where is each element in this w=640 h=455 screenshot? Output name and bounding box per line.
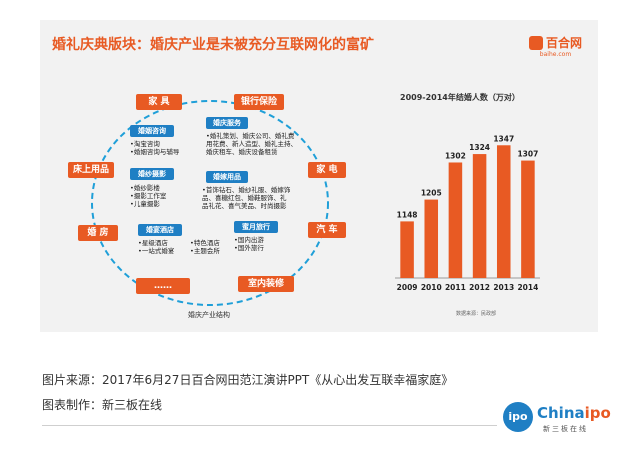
divider-line [42, 425, 497, 426]
chinaipo-logo-icon: ipo [503, 402, 533, 432]
wedding-photography-text: •婚纱影楼 •摄影工作室 •儿童摄影 [130, 184, 167, 208]
diagram-caption: 婚庆产业结构 [188, 311, 230, 319]
node-furniture: 家 具 [136, 94, 182, 110]
data-label-2012: 1324 [469, 143, 490, 152]
bar-2013 [496, 145, 511, 278]
node-ellipsis: …… [136, 278, 190, 294]
diagram-ring [91, 100, 329, 306]
marriage-consulting-text: •淘宝咨询 •婚姻咨询与辅导 [130, 140, 180, 156]
node-bank-insurance: 银行保险 [234, 94, 284, 110]
wedding-banquet-hotel-text: •星级酒店 •一站式婚宴 [138, 239, 175, 255]
chart-title: 2009-2014年结婚人数（万对） [400, 93, 520, 102]
chart-maker-caption: 图表制作：新三板在线 [42, 398, 163, 412]
chinaipo-logo: ipo Chinaipo 新三板在线 [503, 398, 613, 438]
sub-honeymoon-travel: 蜜月旅行 [234, 221, 278, 233]
chart-source-note: 数据来源：民政部 [456, 311, 497, 317]
node-car: 汽 车 [308, 222, 346, 238]
x-tick-2010: 2010 [421, 283, 442, 292]
sub-wedding-photography: 婚纱摄影 [130, 168, 174, 180]
bar-2011 [448, 162, 463, 278]
wedding-supplies-text: •首饰钻石、婚纱礼服、婚嫁饰 品、喜糖红包、婚鞋服饰、礼 品礼花、喜气美品、时尚摄影 [202, 186, 291, 210]
x-tick-2012: 2012 [469, 283, 490, 292]
sub-wedding-service: 婚庆服务 [206, 117, 248, 129]
brand-name: Chinaipo [537, 404, 611, 422]
image-source-caption: 图片来源：2017年6月27日百合网田范江演讲PPT《从心出发互联幸福家庭》 [42, 373, 454, 387]
marriage-bar-chart: 1148 2009 1205 2010 1302 2011 1324 2012 1347 2013… [395, 134, 540, 292]
brand-sub: 新三板在线 [543, 425, 588, 433]
data-label-2009: 1148 [397, 210, 418, 219]
x-tick-2009: 2009 [397, 283, 418, 292]
bar-2010 [424, 199, 439, 278]
logo-sub: baihe.com [539, 51, 572, 58]
logo-text: 百合网 [545, 36, 582, 50]
data-label-2011: 1302 [445, 151, 466, 160]
node-appliance: 家 电 [308, 162, 346, 178]
data-label-2010: 1205 [421, 189, 442, 198]
wedding-service-text: •婚礼策划、婚庆公司、婚礼费 用花费、新人造型、婚礼主持、 婚庆租车、婚庆设备租赁 [206, 132, 297, 156]
bar-2009 [400, 221, 414, 278]
x-tick-2013: 2013 [493, 283, 514, 292]
sub-wedding-supplies: 婚嫁用品 [206, 171, 248, 183]
sub-wedding-banquet-hotel: 婚宴酒店 [138, 224, 182, 236]
hotel-extra-text: •特色酒店 •主题会所 [190, 239, 220, 255]
sub-marriage-consulting: 婚姻咨询 [130, 125, 174, 137]
data-label-2014: 1307 [517, 150, 538, 159]
x-tick-2014: 2014 [517, 283, 538, 292]
node-interior-decoration: 室内装修 [238, 276, 294, 292]
bar-2014 [521, 160, 535, 278]
node-wedding-house: 婚 房 [78, 225, 118, 241]
baihe-logo: 百合网 baihe.com [528, 32, 582, 58]
slide-title: 婚礼庆典版块：婚庆产业是未被充分互联网化的富矿 [52, 37, 374, 53]
baihe-logo-icon [528, 35, 543, 50]
x-tick-2011: 2011 [445, 283, 466, 292]
honeymoon-travel-text: •国内出游 •国外旅行 [234, 236, 264, 252]
presentation-slide: 婚礼庆典版块：婚庆产业是未被充分互联网化的富矿 百合网 baihe.com 家 … [40, 20, 598, 332]
node-bedding: 床上用品 [68, 162, 114, 178]
bar-2012 [472, 154, 487, 278]
data-label-2013: 1347 [493, 134, 514, 143]
